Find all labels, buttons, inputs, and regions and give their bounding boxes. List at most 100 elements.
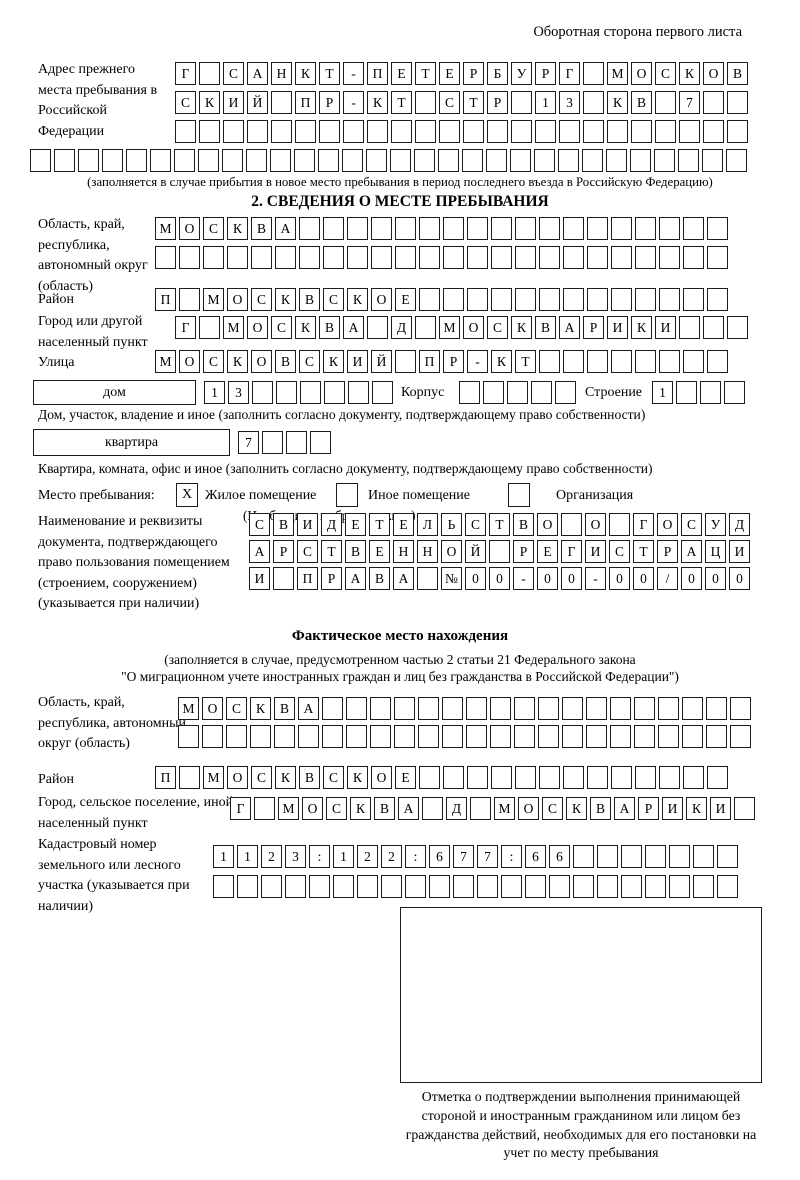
char-box[interactable]: О: [657, 513, 678, 536]
char-box[interactable]: И: [729, 540, 750, 563]
char-box[interactable]: А: [559, 316, 580, 339]
char-box[interactable]: [659, 350, 680, 373]
char-box[interactable]: [489, 540, 510, 563]
char-box[interactable]: [286, 431, 307, 454]
char-box[interactable]: [669, 845, 690, 868]
char-box[interactable]: Г: [175, 316, 196, 339]
char-box[interactable]: 0: [633, 567, 654, 590]
char-box[interactable]: М: [155, 350, 176, 373]
char-box[interactable]: В: [299, 766, 320, 789]
char-box[interactable]: [271, 91, 292, 114]
char-box[interactable]: [342, 149, 363, 172]
char-box[interactable]: [275, 246, 296, 269]
char-box[interactable]: 2: [357, 845, 378, 868]
char-box[interactable]: [611, 246, 632, 269]
char-box[interactable]: [371, 246, 392, 269]
char-box[interactable]: М: [223, 316, 244, 339]
char-box[interactable]: Е: [537, 540, 558, 563]
char-box[interactable]: -: [343, 91, 364, 114]
char-box[interactable]: [693, 875, 714, 898]
char-box[interactable]: [467, 246, 488, 269]
char-box[interactable]: Д: [446, 797, 467, 820]
char-box[interactable]: С: [487, 316, 508, 339]
char-box[interactable]: В: [369, 567, 390, 590]
char-box[interactable]: [538, 725, 559, 748]
char-box[interactable]: [459, 381, 480, 404]
char-box[interactable]: Р: [321, 567, 342, 590]
char-box[interactable]: [199, 316, 220, 339]
char-box[interactable]: О: [227, 766, 248, 789]
char-box[interactable]: [634, 725, 655, 748]
char-box[interactable]: [391, 120, 412, 143]
char-box[interactable]: [483, 381, 504, 404]
char-box[interactable]: [609, 513, 630, 536]
char-box[interactable]: Р: [638, 797, 659, 820]
char-box[interactable]: Е: [393, 513, 414, 536]
char-box[interactable]: [178, 725, 199, 748]
char-box[interactable]: В: [299, 288, 320, 311]
char-box[interactable]: [179, 288, 200, 311]
char-box[interactable]: К: [679, 62, 700, 85]
char-box[interactable]: 3: [228, 381, 249, 404]
char-box[interactable]: [285, 875, 306, 898]
char-box[interactable]: [727, 120, 748, 143]
char-box[interactable]: [707, 217, 728, 240]
char-box[interactable]: [394, 725, 415, 748]
char-box[interactable]: [30, 149, 51, 172]
char-box[interactable]: П: [155, 766, 176, 789]
char-box[interactable]: [199, 120, 220, 143]
char-box[interactable]: [703, 120, 724, 143]
char-box[interactable]: [490, 697, 511, 720]
char-box[interactable]: [645, 845, 666, 868]
char-box[interactable]: С: [323, 288, 344, 311]
char-box[interactable]: В: [275, 350, 296, 373]
char-box[interactable]: Т: [391, 91, 412, 114]
checkbox-organizatsiya[interactable]: [508, 483, 530, 507]
char-box[interactable]: О: [371, 288, 392, 311]
char-box[interactable]: Ь: [441, 513, 462, 536]
char-box[interactable]: [511, 91, 532, 114]
char-box[interactable]: [658, 697, 679, 720]
char-box[interactable]: А: [343, 316, 364, 339]
char-box[interactable]: К: [323, 350, 344, 373]
char-box[interactable]: 2: [261, 845, 282, 868]
char-box[interactable]: [573, 875, 594, 898]
char-box[interactable]: [418, 697, 439, 720]
char-box[interactable]: М: [607, 62, 628, 85]
char-box[interactable]: К: [275, 766, 296, 789]
char-box[interactable]: [707, 766, 728, 789]
char-box[interactable]: [491, 217, 512, 240]
char-box[interactable]: О: [537, 513, 558, 536]
char-box[interactable]: [415, 120, 436, 143]
char-box[interactable]: [419, 217, 440, 240]
char-box[interactable]: [274, 725, 295, 748]
char-box[interactable]: О: [302, 797, 323, 820]
char-box[interactable]: Т: [321, 540, 342, 563]
char-box[interactable]: [318, 149, 339, 172]
char-box[interactable]: О: [371, 766, 392, 789]
char-box[interactable]: [678, 149, 699, 172]
char-box[interactable]: Р: [487, 91, 508, 114]
char-box[interactable]: [683, 246, 704, 269]
char-box[interactable]: [443, 766, 464, 789]
char-box[interactable]: [442, 697, 463, 720]
char-box[interactable]: [198, 149, 219, 172]
char-box[interactable]: М: [203, 766, 224, 789]
char-box[interactable]: Й: [465, 540, 486, 563]
char-box[interactable]: [587, 350, 608, 373]
char-box[interactable]: 1: [652, 381, 673, 404]
char-box[interactable]: [213, 875, 234, 898]
char-box[interactable]: [582, 149, 603, 172]
char-box[interactable]: [730, 725, 751, 748]
char-box[interactable]: Г: [175, 62, 196, 85]
char-box[interactable]: [693, 845, 714, 868]
char-box[interactable]: [298, 725, 319, 748]
char-box[interactable]: Д: [321, 513, 342, 536]
char-box[interactable]: К: [347, 766, 368, 789]
char-box[interactable]: [294, 149, 315, 172]
char-box[interactable]: [54, 149, 75, 172]
char-box[interactable]: [730, 697, 751, 720]
char-box[interactable]: [539, 288, 560, 311]
char-box[interactable]: [717, 845, 738, 868]
char-box[interactable]: Б: [487, 62, 508, 85]
